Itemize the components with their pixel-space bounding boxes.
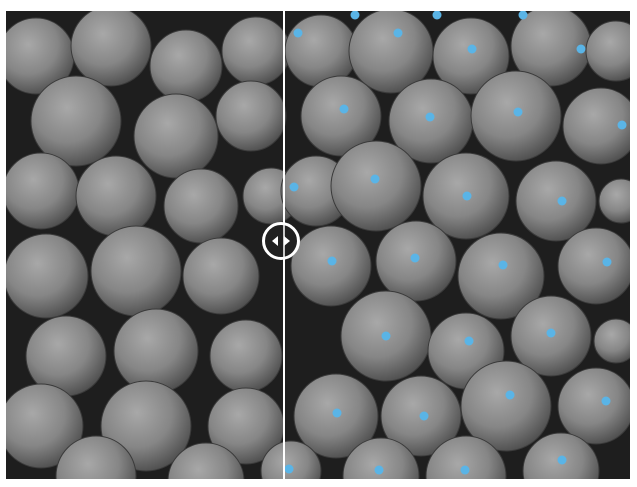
- detection-marker: [546, 328, 556, 338]
- sphere: [221, 16, 291, 86]
- sphere: [515, 160, 597, 242]
- sphere: [260, 440, 322, 479]
- detection-marker: [467, 44, 477, 54]
- sphere: [342, 437, 420, 479]
- sphere: [557, 367, 630, 445]
- arrow-right-icon: [284, 236, 290, 246]
- sphere: [300, 75, 382, 157]
- sphere: [425, 435, 507, 479]
- comparison-slider-handle[interactable]: [262, 222, 300, 260]
- detection-marker: [374, 465, 384, 475]
- detection-marker: [293, 28, 303, 38]
- sphere: [6, 152, 80, 230]
- detection-marker: [419, 411, 429, 421]
- detection-marker: [602, 257, 612, 267]
- detection-markers: [284, 11, 627, 475]
- detection-marker: [350, 11, 360, 20]
- detection-marker: [381, 331, 391, 341]
- sphere: [163, 168, 239, 244]
- sphere: [182, 237, 260, 315]
- sphere: [330, 140, 422, 232]
- sphere: [460, 360, 552, 452]
- sphere: [598, 178, 630, 224]
- detection-marker: [617, 120, 627, 130]
- sphere: [167, 442, 245, 479]
- sphere: [30, 75, 122, 167]
- sphere: [149, 29, 223, 103]
- detection-marker: [498, 260, 508, 270]
- detection-marker: [557, 455, 567, 465]
- sphere: [290, 225, 372, 307]
- micrograph-scene: [6, 11, 630, 479]
- detection-marker: [339, 104, 349, 114]
- detection-marker: [518, 11, 528, 20]
- after-image: [260, 11, 630, 479]
- detection-marker: [462, 191, 472, 201]
- sphere: [557, 227, 630, 305]
- sphere: [215, 80, 287, 152]
- sphere: [113, 308, 199, 394]
- sphere: [133, 93, 219, 179]
- arrow-left-icon: [272, 236, 278, 246]
- detection-marker: [513, 107, 523, 117]
- detection-marker: [460, 465, 470, 475]
- sphere: [75, 155, 157, 237]
- sphere: [90, 225, 182, 317]
- sphere: [70, 11, 152, 87]
- before-image: [6, 11, 300, 479]
- detection-marker: [557, 196, 567, 206]
- detection-marker: [425, 112, 435, 122]
- sphere: [432, 17, 510, 95]
- sphere: [55, 435, 137, 479]
- sphere: [6, 233, 89, 319]
- detection-marker: [327, 256, 337, 266]
- detection-marker: [332, 408, 342, 418]
- detection-marker: [289, 182, 299, 192]
- sphere: [585, 20, 630, 82]
- image-comparison-viewer[interactable]: [6, 11, 630, 479]
- detection-marker: [601, 396, 611, 406]
- sphere: [6, 383, 84, 469]
- sphere: [593, 318, 630, 364]
- detection-marker: [432, 11, 442, 20]
- detection-marker: [505, 390, 515, 400]
- detection-marker: [393, 28, 403, 38]
- sphere: [209, 319, 283, 393]
- detection-marker: [284, 464, 294, 474]
- detection-marker: [464, 336, 474, 346]
- detection-marker: [370, 174, 380, 184]
- detection-marker: [410, 253, 420, 263]
- sphere: [562, 87, 630, 165]
- sphere: [457, 232, 545, 320]
- detection-marker: [576, 44, 586, 54]
